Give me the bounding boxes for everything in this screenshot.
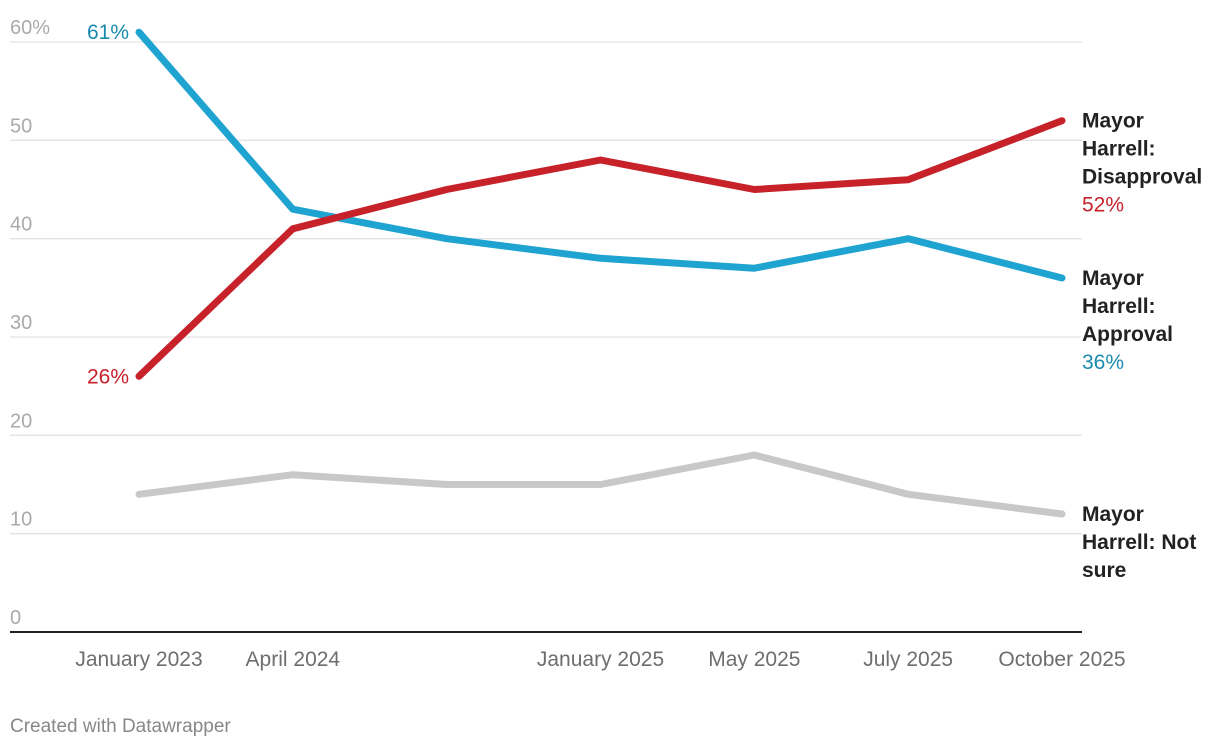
- gridlines: [10, 41, 1082, 535]
- data-point-not-sure-2: [446, 484, 448, 485]
- data-point-not-sure-1: [292, 474, 294, 476]
- series-name-approval-line-2: Approval: [1082, 323, 1173, 346]
- series-name-disapproval-line-2: Disapproval: [1082, 166, 1202, 189]
- data-point-approval-1: [292, 208, 294, 210]
- y-axis-ticks: 0 10 20 30 40 50 60%: [10, 17, 50, 629]
- data-point-disapproval-1: [292, 228, 294, 230]
- y-tick-label-0: 0: [10, 607, 21, 629]
- y-tick-label-50: 50: [10, 115, 32, 137]
- series-name-not-sure-line-2: sure: [1082, 559, 1126, 582]
- x-tick-label-1: April 2024: [246, 648, 341, 671]
- series-labels: 61% 26% Mayor Harrell: Approval 36% Mayor Harre…: [87, 21, 1202, 582]
- y-tick-label-20: 20: [10, 410, 32, 432]
- series-name-disapproval-line-0: Mayor: [1082, 110, 1144, 133]
- series-lines: [135, 28, 1066, 518]
- data-point-disapproval-5: [907, 179, 909, 181]
- data-point-not-sure-4: [753, 454, 755, 456]
- data-point-disapproval-3: [600, 159, 601, 161]
- series-name-not-sure-line-1: Harrell: Not: [1082, 531, 1196, 554]
- start-value-label-disapproval: 26%: [87, 365, 129, 388]
- data-point-approval-4: [753, 267, 755, 269]
- y-tick-label-10: 10: [10, 509, 32, 531]
- data-point-approval-6: [1061, 277, 1063, 279]
- y-tick-label-40: 40: [10, 214, 32, 236]
- y-tick-label-30: 30: [10, 312, 32, 334]
- data-point-not-sure-6: [1061, 513, 1063, 515]
- x-tick-label-4: May 2025: [708, 648, 800, 671]
- data-point-disapproval-6: [1061, 120, 1063, 122]
- data-point-disapproval-2: [446, 189, 448, 190]
- end-value-label-disapproval: 52%: [1082, 194, 1124, 217]
- x-tick-label-5: July 2025: [863, 648, 953, 671]
- data-point-disapproval-0: [138, 375, 140, 377]
- start-value-label-approval: 61%: [87, 21, 129, 44]
- y-tick-label-60: 60%: [10, 17, 50, 39]
- x-axis-ticks: January 2023 April 2024 January 2025 May 20…: [75, 648, 1125, 671]
- data-point-not-sure-5: [907, 493, 909, 495]
- data-point-approval-5: [907, 238, 909, 240]
- x-tick-label-3: January 2025: [537, 648, 664, 671]
- series-name-disapproval-line-1: Harrell:: [1082, 138, 1156, 161]
- data-point-approval-0: [138, 31, 140, 33]
- series-name-not-sure-line-0: Mayor: [1082, 503, 1144, 526]
- series-name-approval-line-1: Harrell:: [1082, 295, 1156, 318]
- series-name-approval-line-0: Mayor: [1082, 267, 1144, 290]
- end-value-label-approval: 36%: [1082, 351, 1124, 374]
- data-point-disapproval-4: [753, 189, 755, 190]
- series-line-disapproval: [135, 117, 1066, 380]
- x-tick-label-6: October 2025: [998, 648, 1125, 671]
- data-point-not-sure-3: [600, 484, 601, 485]
- data-point-approval-3: [600, 257, 601, 259]
- credit-text: Created with Datawrapper: [10, 716, 231, 737]
- data-point-approval-2: [446, 238, 448, 240]
- x-tick-label-0: January 2023: [75, 648, 202, 671]
- data-point-not-sure-0: [138, 493, 140, 495]
